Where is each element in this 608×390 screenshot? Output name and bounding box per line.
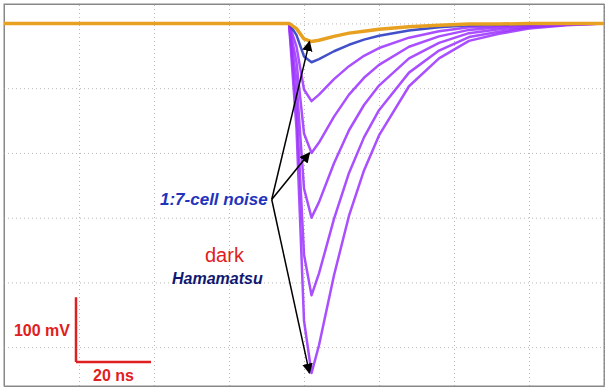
scale-label: 100 mV: [14, 322, 70, 339]
trace: [4, 23, 604, 295]
x-tick: [79, 4, 80, 386]
y-grid-line: [4, 218, 604, 219]
annotation: 1:7-cell noise: [160, 190, 268, 209]
plot-frame: [4, 4, 604, 386]
trace: [4, 23, 604, 62]
trace: [4, 23, 604, 217]
x-grid-line: [529, 4, 530, 386]
trace: [4, 23, 604, 373]
x-tick: [529, 4, 530, 386]
scale-label: 20 ns: [93, 367, 134, 384]
arrow: [272, 153, 310, 200]
x-tick: [154, 4, 155, 386]
y-grid-line: [4, 153, 604, 154]
x-grid-line: [154, 4, 155, 386]
x-axis-line: [5, 4, 605, 387]
y-tick: [4, 282, 604, 283]
y-grid-line: [4, 282, 604, 283]
y-axis-line: [5, 5, 605, 387]
chart: 1:7-cell noise dark Hamamatsu 100 mV 20 ns: [0, 0, 608, 390]
trace: [4, 23, 604, 152]
x-grid-line: [454, 4, 455, 386]
scale-bar: [76, 361, 151, 364]
scale-bar: [75, 297, 78, 362]
y-tick: [4, 218, 604, 219]
x-grid-line: [379, 4, 380, 386]
y-axis: [4, 5, 604, 387]
trace: [4, 23, 604, 41]
traces: [4, 23, 604, 373]
arrow: [272, 200, 310, 374]
annotation: Hamamatsu: [172, 270, 263, 287]
plot: [4, 4, 605, 387]
x-tick: [379, 4, 380, 386]
x-tick: [454, 4, 455, 386]
x-grid-line: [79, 4, 80, 386]
arrow: [272, 42, 310, 200]
x-axis: [5, 4, 605, 387]
annotations: 1:7-cell noise dark Hamamatsu 100 mV 20 ns: [14, 42, 310, 384]
y-tick: [4, 153, 604, 154]
annotation: dark: [205, 244, 245, 266]
